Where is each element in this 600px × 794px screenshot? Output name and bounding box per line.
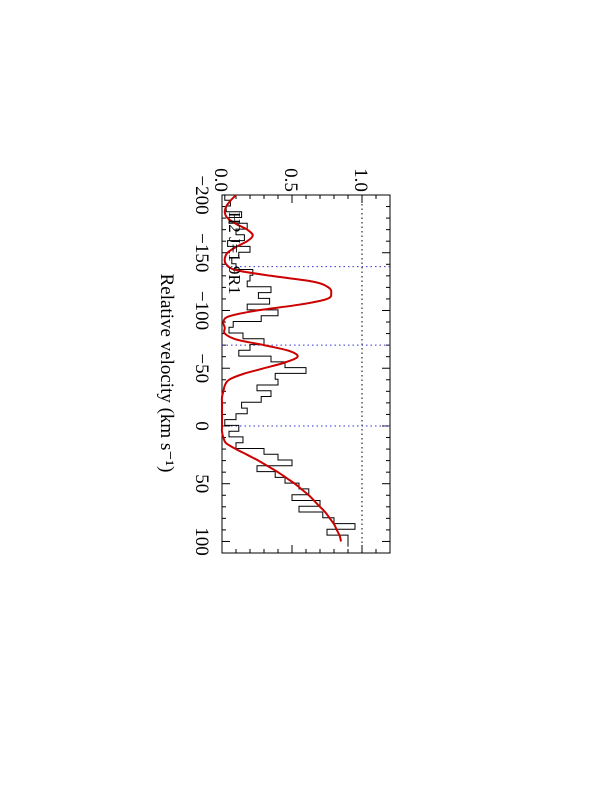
y-tick-label: 0.5 bbox=[280, 168, 301, 192]
x-tick-label: −50 bbox=[191, 353, 212, 383]
line-annotation: H2 J=1 9R1 bbox=[225, 212, 244, 294]
x-tick-label: 0 bbox=[191, 421, 212, 431]
model-fit-curve bbox=[220, 194, 342, 542]
y-tick-label: 0.0 bbox=[210, 168, 231, 192]
plot-frame bbox=[221, 194, 391, 554]
x-axis-label: Relative velocity (km s⁻¹) bbox=[156, 274, 177, 473]
x-tick-label: −100 bbox=[191, 291, 212, 330]
label-layer: Relative velocity (km s⁻¹) H2 J=1 9R1 bbox=[156, 212, 244, 472]
axes-layer: −200 −150 −100 −50 0 50 100 0.0 0.5 1.0 bbox=[191, 168, 391, 556]
data-layer bbox=[224, 194, 356, 547]
model-layer bbox=[220, 194, 342, 542]
x-tick-label: −150 bbox=[191, 233, 212, 272]
reference-lines bbox=[221, 195, 390, 553]
data-histogram bbox=[224, 194, 356, 547]
x-tick-label: 50 bbox=[191, 474, 212, 493]
x-tick-label: 100 bbox=[191, 527, 212, 556]
x-tick-label: −200 bbox=[191, 175, 212, 214]
y-tick-label: 1.0 bbox=[350, 168, 371, 192]
